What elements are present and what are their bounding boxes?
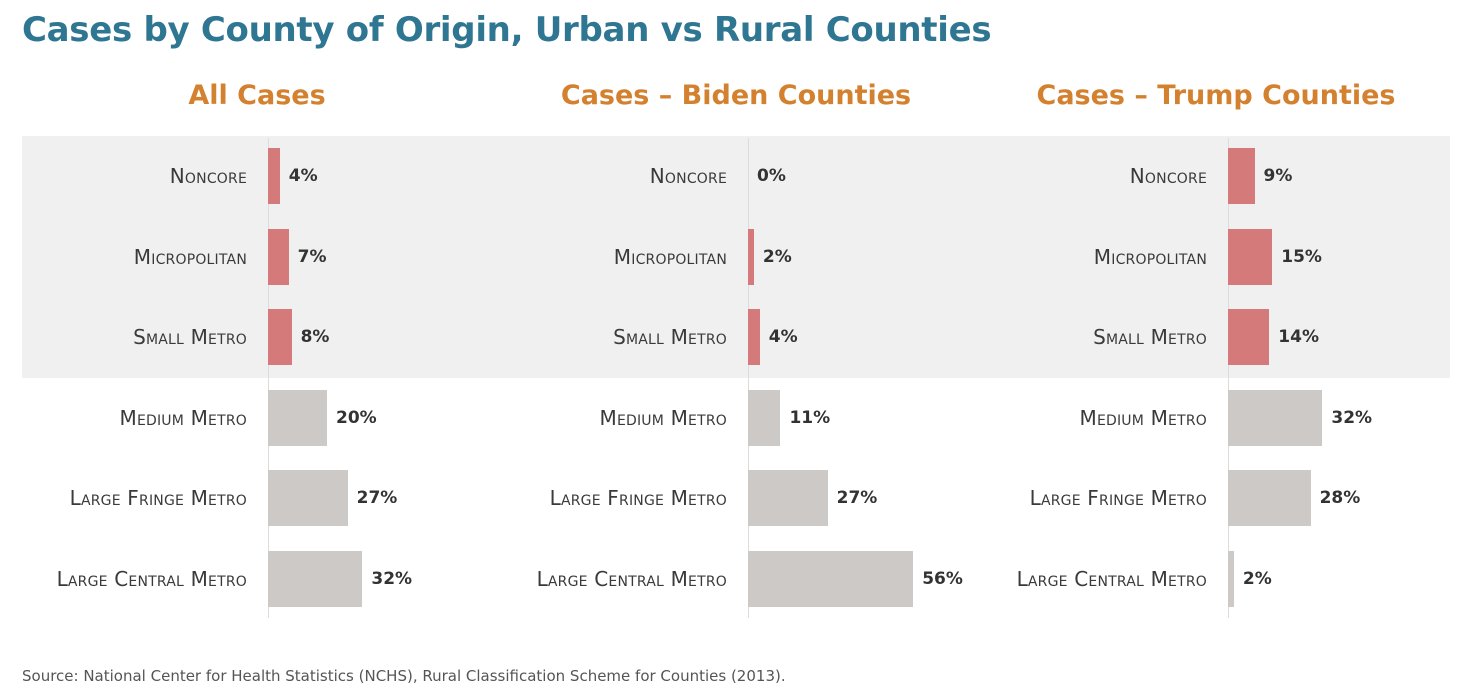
panel-1-bar-noncore: [268, 148, 280, 204]
panel-3-bar-small-metro: [1228, 309, 1270, 365]
panel-1-bar-large-central-metro: [268, 551, 363, 607]
panel-1-category-label-noncore: Noncore: [169, 164, 247, 188]
panel-2-category-label-large-fringe-metro: Large Fringe Metro: [549, 486, 727, 510]
panel-1-value-label-medium-metro: 20%: [336, 408, 377, 428]
panel-2-value-label-noncore: 0%: [757, 166, 786, 186]
panel-1-bar-small-metro: [268, 309, 292, 365]
panel-2-category-label-noncore: Noncore: [649, 164, 727, 188]
panel-1-bar-medium-metro: [268, 390, 327, 446]
panel-2-value-label-large-central-metro: 56%: [922, 569, 963, 589]
panel-2-value-label-medium-metro: 11%: [789, 408, 831, 428]
panel-2-bar-large-fringe-metro: [748, 470, 828, 526]
panel-1-value-label-large-fringe-metro: 27%: [356, 488, 398, 508]
panel-1-axis-line: [268, 138, 269, 618]
panel-3-category-label-large-fringe-metro: Large Fringe Metro: [1029, 486, 1207, 510]
panel-2-category-label-medium-metro: Medium Metro: [599, 406, 727, 430]
panel-1-category-label-large-fringe-metro: Large Fringe Metro: [69, 486, 247, 510]
panel-2-title: Cases – Biden Counties: [560, 80, 912, 111]
panel-3-value-label-noncore: 9%: [1263, 166, 1293, 186]
panel-2-category-label-small-metro: Small Metro: [613, 325, 727, 349]
panel-1-value-label-large-central-metro: 32%: [371, 569, 413, 589]
panel-3-value-label-large-fringe-metro: 28%: [1319, 488, 1361, 508]
panel-1-category-label-medium-metro: Medium Metro: [119, 406, 247, 430]
panel-2-category-label-micropolitan: Micropolitan: [613, 245, 727, 269]
panel-1-bar-micropolitan: [268, 229, 289, 285]
panel-3-value-label-micropolitan: 15%: [1281, 247, 1322, 267]
panel-2-value-label-micropolitan: 2%: [762, 247, 792, 267]
panel-2-axis-line: [748, 138, 749, 618]
panel-2-bar-micropolitan: [748, 229, 754, 285]
panel-1-value-label-micropolitan: 7%: [297, 247, 327, 267]
panel-3-category-label-small-metro: Small Metro: [1093, 325, 1207, 349]
panel-3-bar-noncore: [1228, 148, 1255, 204]
source-note: Source: National Center for Health Stati…: [22, 667, 786, 685]
panel-3-category-label-medium-metro: Medium Metro: [1079, 406, 1207, 430]
panel-3-bar-large-fringe-metro: [1228, 470, 1311, 526]
rural-band: [22, 136, 1450, 378]
panel-3-category-label-micropolitan: Micropolitan: [1093, 245, 1207, 269]
panel-2-bar-small-metro: [748, 309, 760, 365]
panel-1-bar-large-fringe-metro: [268, 470, 348, 526]
panel-1-category-label-small-metro: Small Metro: [133, 325, 247, 349]
page-title: Cases by County of Origin, Urban vs Rura…: [22, 10, 992, 50]
panel-1-value-label-noncore: 4%: [288, 166, 318, 186]
panel-1-value-label-small-metro: 8%: [300, 327, 330, 347]
panel-3-category-label-noncore: Noncore: [1129, 164, 1207, 188]
panel-3-value-label-small-metro: 14%: [1278, 327, 1319, 347]
panel-2-bar-medium-metro: [748, 390, 781, 446]
panel-2-bar-large-central-metro: [748, 551, 914, 607]
panel-3-axis-line: [1228, 138, 1229, 618]
panel-3-bar-large-central-metro: [1228, 551, 1234, 607]
panel-3-bar-micropolitan: [1228, 229, 1273, 285]
panel-1-category-label-large-central-metro: Large Central Metro: [56, 567, 247, 591]
panel-3-value-label-medium-metro: 32%: [1331, 408, 1373, 428]
panel-1-category-label-micropolitan: Micropolitan: [133, 245, 247, 269]
panel-3-value-label-large-central-metro: 2%: [1242, 569, 1272, 589]
panel-2-value-label-small-metro: 4%: [768, 327, 798, 347]
panel-2-value-label-large-fringe-metro: 27%: [836, 488, 878, 508]
panel-3-bar-medium-metro: [1228, 390, 1323, 446]
panel-3-category-label-large-central-metro: Large Central Metro: [1016, 567, 1207, 591]
panel-2-category-label-large-central-metro: Large Central Metro: [536, 567, 727, 591]
panel-1-title: All Cases: [188, 80, 326, 111]
panel-3-title: Cases – Trump Counties: [1036, 80, 1396, 111]
